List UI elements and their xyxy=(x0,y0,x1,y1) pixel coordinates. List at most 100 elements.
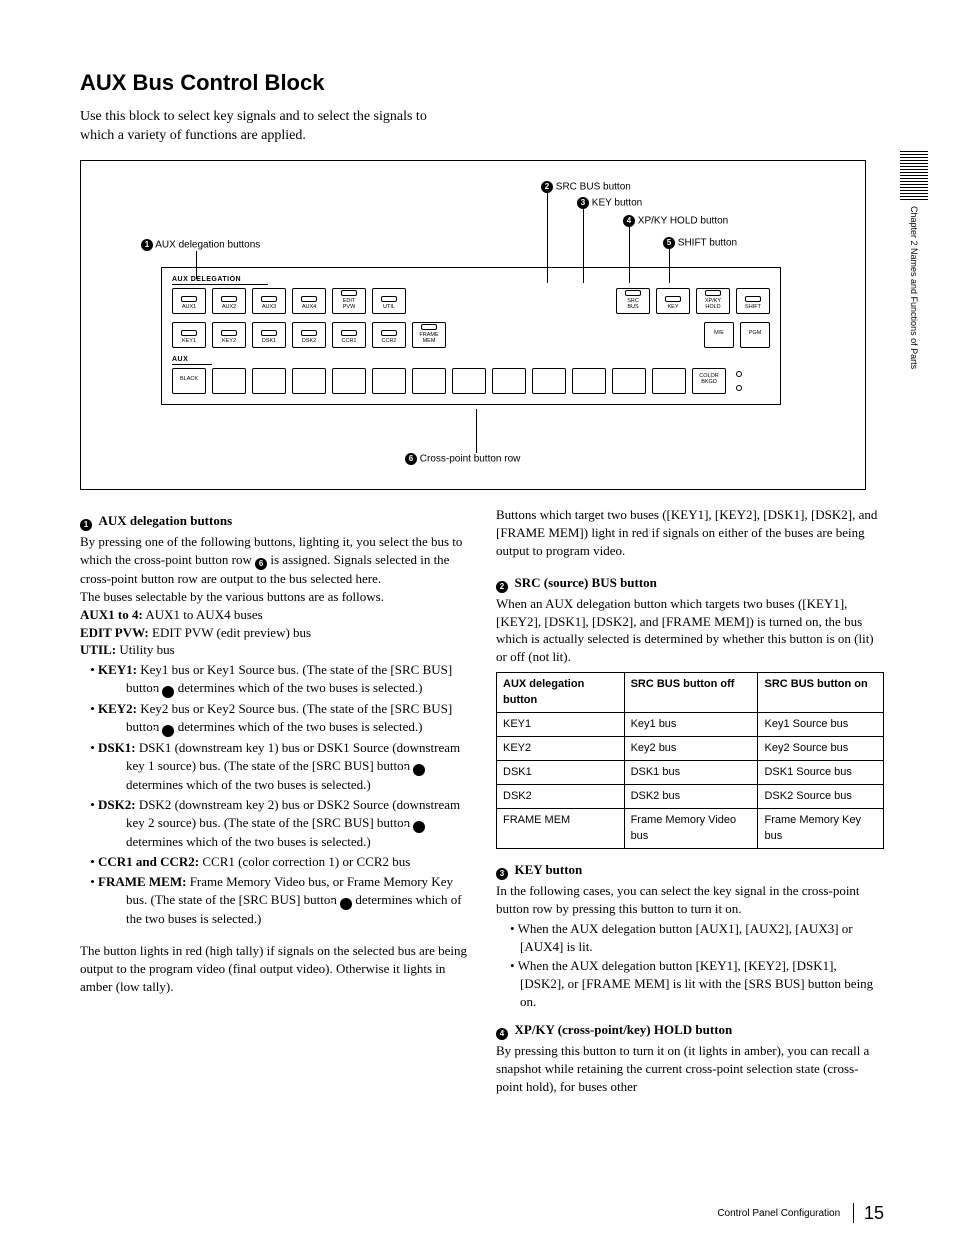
td: KEY1 xyxy=(497,712,625,736)
table-row: DSK2DSK2 busDSK2 Source bus xyxy=(497,785,884,809)
para: The buses selectable by the various butt… xyxy=(80,588,468,606)
callout-5: 5 SHIFT button xyxy=(663,237,737,249)
td: Key1 bus xyxy=(624,712,758,736)
side-tab: Chapter 2 Names and Functions of Parts xyxy=(896,150,932,369)
btn-xpky-hold[interactable]: XP/KYHOLD xyxy=(696,288,730,314)
key-list: KEY1: Key1 bus or Key1 Source bus. (The … xyxy=(80,661,468,927)
table-row: DSK1DSK1 busDSK1 Source bus xyxy=(497,761,884,785)
page-title: AUX Bus Control Block xyxy=(80,70,884,96)
btn-key2[interactable]: KEY2 xyxy=(212,322,246,348)
heading-2: 2 SRC (source) BUS button xyxy=(496,574,884,593)
xpt-btn[interactable] xyxy=(332,368,366,394)
btn-frame-mem[interactable]: FRAMEMEM xyxy=(412,322,446,348)
btn-key1[interactable]: KEY1 xyxy=(172,322,206,348)
heading-1: 1 AUX delegation buttons xyxy=(80,512,468,531)
th: AUX delegation button xyxy=(497,673,625,712)
td: DSK1 bus xyxy=(624,761,758,785)
xpt-btn[interactable] xyxy=(492,368,526,394)
xpt-btn[interactable] xyxy=(452,368,486,394)
td: DSK1 xyxy=(497,761,625,785)
para: By pressing one of the following buttons… xyxy=(80,533,468,588)
diagram: 1 AUX delegation buttons 2 SRC BUS butto… xyxy=(80,160,866,490)
footer: Control Panel Configuration 15 xyxy=(717,1203,884,1224)
callout-3: 3 KEY button xyxy=(577,197,642,209)
table-row: FRAME MEMFrame Memory Video busFrame Mem… xyxy=(497,809,884,848)
td: DSK2 xyxy=(497,785,625,809)
td: FRAME MEM xyxy=(497,809,625,848)
body-columns: 1 AUX delegation buttons By pressing one… xyxy=(80,506,884,1096)
src-bus-table: AUX delegation button SRC BUS button off… xyxy=(496,672,884,848)
th: SRC BUS button off xyxy=(624,673,758,712)
btn-key[interactable]: KEY xyxy=(656,288,690,314)
btn-edit-pvw[interactable]: EDITPVW xyxy=(332,288,366,314)
btn-pgm[interactable]: PGM xyxy=(740,322,770,348)
xpt-btn[interactable] xyxy=(572,368,606,394)
td: KEY2 xyxy=(497,736,625,760)
btn-aux3[interactable]: AUX3 xyxy=(252,288,286,314)
left-column: 1 AUX delegation buttons By pressing one… xyxy=(80,506,468,1096)
chapter-label: Chapter 2 Names and Functions of Parts xyxy=(909,206,919,369)
aux-delegation-label: AUX DELEGATION xyxy=(172,276,268,285)
hatch-icon xyxy=(900,150,928,200)
callout-6: 6 Cross-point button row xyxy=(405,453,520,465)
aux-label: AUX xyxy=(172,356,212,365)
row-1: AUX1 AUX2 AUX3 AUX4 EDITPVW UTIL SRCBUS … xyxy=(172,288,770,314)
para: The button lights in red (high tally) if… xyxy=(80,942,468,996)
btn-black[interactable]: BLACK xyxy=(172,368,206,394)
control-panel: AUX DELEGATION AUX1 AUX2 AUX3 AUX4 EDITP… xyxy=(161,267,781,405)
table-row: KEY2Key2 busKey2 Source bus xyxy=(497,736,884,760)
xpt-btn[interactable] xyxy=(212,368,246,394)
xpt-btn[interactable] xyxy=(652,368,686,394)
td: Key2 bus xyxy=(624,736,758,760)
btn-me[interactable]: M/E xyxy=(704,322,734,348)
row-3: BLACK COLORBKGD xyxy=(172,368,770,394)
td: DSK2 bus xyxy=(624,785,758,809)
intro-text: Use this block to select key signals and… xyxy=(80,108,460,146)
xpt-btn[interactable] xyxy=(292,368,326,394)
key-cases-list: When the AUX delegation button [AUX1], [… xyxy=(510,920,884,1012)
td: Key1 Source bus xyxy=(758,712,884,736)
xpt-btn[interactable] xyxy=(412,368,446,394)
list-item: When the AUX delegation button [AUX1], [… xyxy=(510,920,884,956)
para: By pressing this button to turn it on (i… xyxy=(496,1042,884,1096)
page: Chapter 2 Names and Functions of Parts A… xyxy=(0,0,954,1244)
btn-ccr1[interactable]: CCR1 xyxy=(332,322,366,348)
para: EDIT PVW: EDIT PVW (edit preview) bus xyxy=(80,624,468,642)
para: Buttons which target two buses ([KEY1], … xyxy=(496,506,884,560)
xpt-btn[interactable] xyxy=(612,368,646,394)
right-column: Buttons which target two buses ([KEY1], … xyxy=(496,506,884,1096)
td: Key2 Source bus xyxy=(758,736,884,760)
callout-2: 2 SRC BUS button xyxy=(541,181,631,193)
para: AUX1 to 4: AUX1 to AUX4 buses xyxy=(80,606,468,624)
btn-dsk1[interactable]: DSK1 xyxy=(252,322,286,348)
btn-src-bus[interactable]: SRCBUS xyxy=(616,288,650,314)
td: Frame Memory Key bus xyxy=(758,809,884,848)
td: DSK2 Source bus xyxy=(758,785,884,809)
para: In the following cases, you can select t… xyxy=(496,882,884,918)
btn-aux4[interactable]: AUX4 xyxy=(292,288,326,314)
btn-dsk2[interactable]: DSK2 xyxy=(292,322,326,348)
xpt-btn[interactable] xyxy=(532,368,566,394)
heading-3: 3 KEY button xyxy=(496,861,884,880)
btn-color-bkgd[interactable]: COLORBKGD xyxy=(692,368,726,394)
page-number: 15 xyxy=(853,1203,884,1223)
row-2: KEY1 KEY2 DSK1 DSK2 CCR1 CCR2 FRAMEMEM M… xyxy=(172,322,770,348)
para: UTIL: Utility bus xyxy=(80,641,468,659)
th: SRC BUS button on xyxy=(758,673,884,712)
td: DSK1 Source bus xyxy=(758,761,884,785)
heading-4: 4 XP/KY (cross-point/key) HOLD button xyxy=(496,1021,884,1040)
led-icon xyxy=(736,368,742,394)
leader-6 xyxy=(476,409,477,453)
btn-shift[interactable]: SHIFT xyxy=(736,288,770,314)
callout-1: 1 AUX delegation buttons xyxy=(141,239,260,251)
para: When an AUX delegation button which targ… xyxy=(496,595,884,667)
callout-4: 4 XP/KY HOLD button xyxy=(623,215,728,227)
xpt-btn[interactable] xyxy=(372,368,406,394)
xpt-btn[interactable] xyxy=(252,368,286,394)
btn-util[interactable]: UTIL xyxy=(372,288,406,314)
table-row: KEY1Key1 busKey1 Source bus xyxy=(497,712,884,736)
btn-aux2[interactable]: AUX2 xyxy=(212,288,246,314)
footer-label: Control Panel Configuration xyxy=(717,1208,840,1219)
btn-ccr2[interactable]: CCR2 xyxy=(372,322,406,348)
btn-aux1[interactable]: AUX1 xyxy=(172,288,206,314)
